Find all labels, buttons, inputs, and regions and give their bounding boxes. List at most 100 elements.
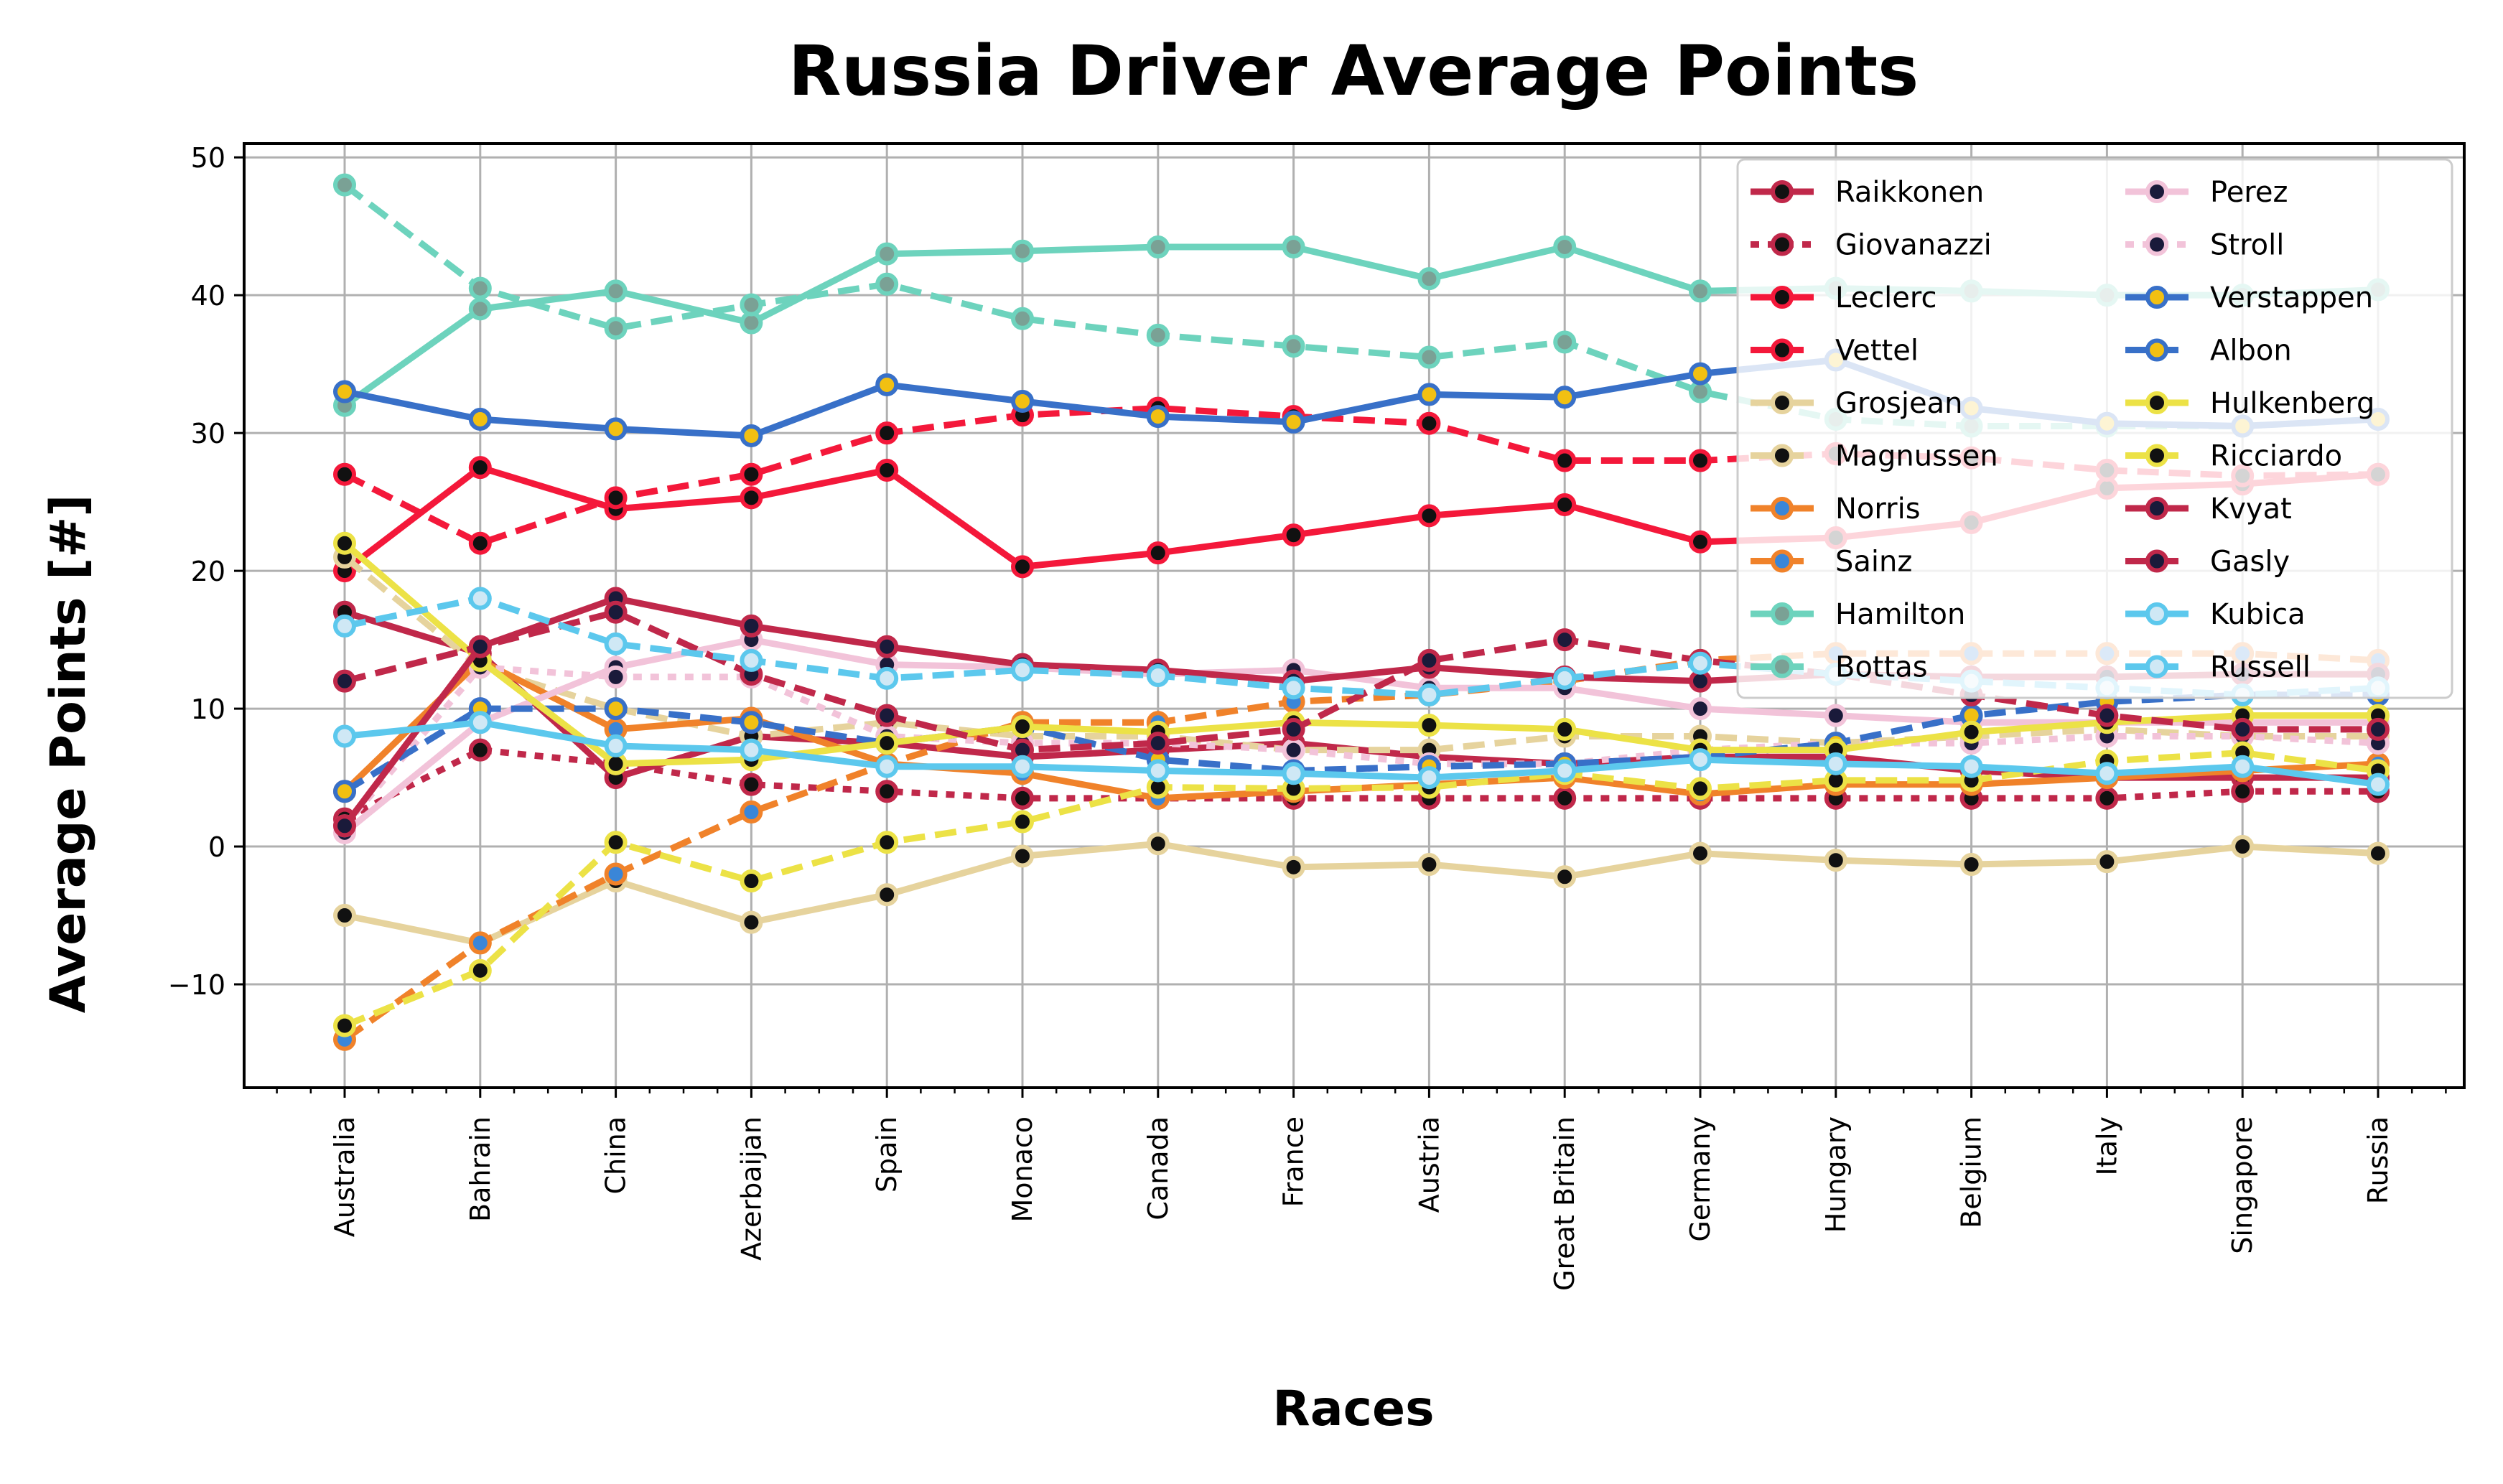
legend-label: Hulkenberg [2210, 387, 2374, 420]
data-point [875, 883, 899, 907]
data-point [468, 531, 492, 555]
data-point [1417, 267, 1441, 291]
data-point [1146, 664, 1170, 688]
legend-label: Vettel [1835, 335, 1919, 368]
plot-frame [243, 142, 2466, 1089]
legend-label: Raikkonen [1835, 176, 1984, 209]
legend-label: Verstappen [2210, 281, 2373, 314]
legend-marker [2145, 602, 2168, 625]
data-point [740, 711, 763, 734]
data-point [875, 242, 899, 266]
data-point [740, 293, 763, 317]
legend-marker [1771, 602, 1794, 625]
data-point [1282, 523, 1305, 547]
data-point [1689, 530, 1712, 554]
data-point [875, 272, 899, 296]
x-tick-label: Bahrain [465, 1116, 496, 1222]
x-tick-label: Austria [1413, 1116, 1445, 1213]
data-point [1689, 748, 1712, 772]
data-point [2095, 850, 2119, 874]
x-tick-label: Canada [1142, 1116, 1174, 1221]
legend-entry: Hulkenberg [2125, 387, 2374, 420]
data-point [604, 697, 628, 721]
x-tick-label: Australia [329, 1116, 360, 1237]
legend-label: Giovanazzi [1835, 229, 1992, 262]
data-point [1417, 648, 1441, 672]
x-tick-label: Azerbaijan [735, 1116, 767, 1261]
legend-entry: Gasly [2125, 546, 2290, 579]
legend-entry: Giovanazzi [1751, 229, 1992, 262]
legend-label: Hamilton [1835, 598, 1965, 631]
data-point [468, 738, 492, 762]
data-point [2095, 786, 2119, 810]
data-point [1417, 504, 1441, 528]
legend-marker [2145, 233, 2168, 256]
x-axis-label: Races [1272, 1381, 1434, 1437]
data-point [875, 732, 899, 755]
legend-marker [1771, 444, 1794, 467]
legend-label: Magnussen [1835, 440, 1998, 473]
data-point [604, 831, 628, 854]
legend-entry: Russell [2125, 651, 2311, 684]
data-point [1959, 720, 1983, 744]
data-point [875, 831, 899, 854]
series-line [342, 663, 2379, 829]
data-point [468, 407, 492, 431]
data-point [1417, 766, 1441, 790]
data-point [1011, 715, 1034, 739]
data-point [740, 801, 763, 824]
data-point [333, 1014, 356, 1037]
series-line [344, 840, 2379, 946]
legend-label: Grosjean [1835, 387, 1962, 420]
data-point [2231, 835, 2255, 859]
data-point [1011, 239, 1034, 263]
legend-marker [1771, 338, 1794, 362]
data-point [740, 869, 763, 893]
legend-marker [1771, 286, 1794, 309]
legend-box [1736, 158, 2453, 699]
legend-entry: Ricciardo [2125, 440, 2342, 473]
series-layer [333, 173, 2390, 1051]
data-point [1553, 330, 1577, 354]
data-point [1282, 410, 1305, 434]
data-point [740, 462, 763, 486]
legend-label: Kvyat [2210, 493, 2292, 526]
legend-label: Bottas [1835, 651, 1928, 684]
legend-entry: Grosjean [1751, 387, 1962, 420]
data-point [333, 780, 356, 803]
data-point [1146, 405, 1170, 429]
data-point [1689, 279, 1712, 303]
data-point [333, 724, 356, 748]
legend-marker [1771, 391, 1794, 414]
legend-entry: Verstappen [2125, 281, 2373, 314]
series-kubica [333, 711, 2390, 796]
data-point [875, 666, 899, 690]
data-point [604, 862, 628, 886]
data-point [740, 486, 763, 510]
data-point [1417, 853, 1441, 877]
data-point [1553, 786, 1577, 810]
legend-marker [2145, 497, 2168, 520]
data-point [468, 711, 492, 734]
data-point [740, 614, 763, 638]
legend-entry: Kvyat [2125, 493, 2292, 526]
y-tick-label: 40 [191, 280, 225, 312]
data-point [604, 317, 628, 340]
data-point [1146, 759, 1170, 783]
legend-marker [2145, 338, 2168, 362]
data-point [1959, 853, 1983, 877]
data-point [1282, 335, 1305, 358]
data-point [468, 587, 492, 610]
legend-marker [2145, 180, 2168, 203]
data-point [1417, 345, 1441, 369]
legend-entry: Magnussen [1751, 440, 1998, 473]
data-point [1146, 323, 1170, 347]
series-line [342, 691, 2378, 795]
data-point [1011, 755, 1034, 778]
data-point [1146, 732, 1170, 755]
data-point [1553, 386, 1577, 409]
series-line [343, 609, 2378, 754]
data-point [1689, 841, 1712, 865]
